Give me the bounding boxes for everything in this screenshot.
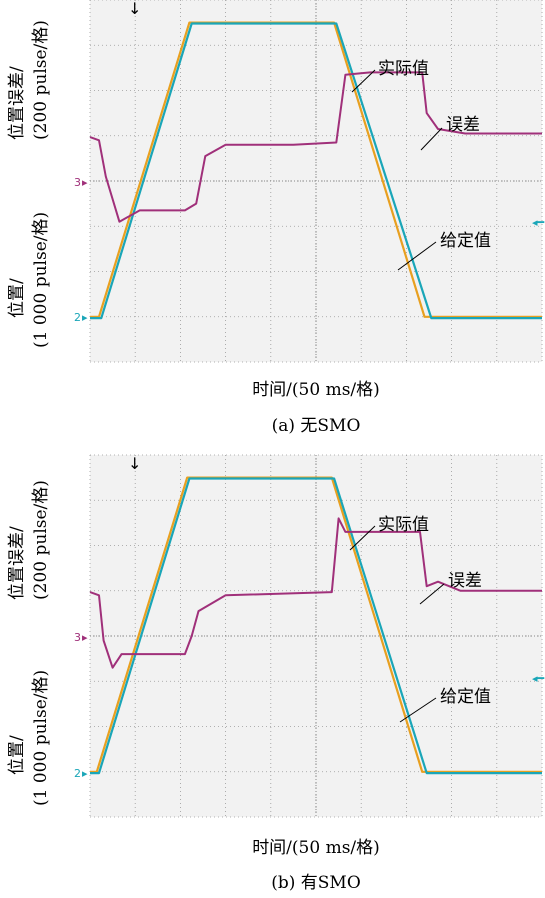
ylabel-lower-a-line1: 位置/ — [7, 278, 27, 318]
trigger-arrow-right-b: ◂━ — [532, 672, 545, 685]
series-group-a — [89, 21, 542, 320]
leader-actual-a — [351, 69, 376, 93]
annotation-error-b: 误差 — [448, 571, 482, 591]
caption-a: (a) 无SMO — [272, 416, 361, 436]
annotation-error-a: 误差 — [446, 115, 480, 135]
leader-actual-b — [349, 525, 376, 551]
annotation-given-a: 给定值 — [440, 231, 491, 251]
channel-marker-2-b-arrow: ▸ — [82, 767, 88, 780]
grid-b — [89, 454, 543, 818]
series-error-b — [89, 517, 542, 669]
xlabel-a: 时间/(50 ms/格) — [252, 380, 380, 400]
channel-marker-3-b-arrow: ▸ — [82, 631, 88, 644]
xlabel-b: 时间/(50 ms/格) — [252, 838, 380, 858]
ylabel-lower-a-line2: (1 000 pulse/格) — [31, 212, 51, 348]
chart-panel-a: 3 ▸ 2 ▸ ◂━ ↓ 位置误差/ (200 pulse/格) 位置/ (1 … — [7, 0, 545, 436]
leader-error-a — [420, 127, 443, 151]
annotation-actual-b: 实际值 — [378, 515, 429, 535]
chart-panel-b: 3 ▸ 2 ▸ ◂━ ↓ 位置误差/ (200 pulse/格) 位置/ (1 … — [7, 454, 545, 893]
ylabel-lower-b-line1: 位置/ — [7, 735, 27, 775]
caption-b: (b) 有SMO — [271, 873, 361, 893]
annotation-given-b: 给定值 — [440, 687, 491, 707]
annotation-actual-a: 实际值 — [378, 59, 429, 79]
ylabel-upper-b-line2: (200 pulse/格) — [31, 480, 51, 600]
channel-marker-2-b: 2 — [74, 767, 81, 780]
series-error-a — [89, 71, 542, 223]
channel-marker-2-a-arrow: ▸ — [82, 311, 88, 324]
channel-marker-2-a: 2 — [74, 311, 81, 324]
ylabel-lower-b-line2: (1 000 pulse/格) — [31, 670, 51, 806]
trigger-arrow-right-a: ◂━ — [532, 216, 545, 229]
channel-marker-3-a: 3 — [74, 176, 81, 189]
series-actual-b — [90, 477, 542, 775]
ylabel-upper-a-line1: 位置误差/ — [7, 66, 27, 140]
leader-given-a — [397, 241, 437, 271]
trigger-arrow-top-b: ↓ — [128, 454, 141, 473]
ylabel-upper-b-line1: 位置误差/ — [7, 526, 27, 600]
leader-given-b — [399, 697, 437, 723]
ylabel-upper-a-line2: (200 pulse/格) — [31, 20, 51, 140]
series-actual-a — [90, 22, 542, 320]
series-group-b — [89, 476, 542, 775]
channel-marker-3-b: 3 — [74, 631, 81, 644]
leader-error-b — [419, 583, 445, 605]
channel-marker-3-a-arrow: ▸ — [82, 176, 88, 189]
trigger-arrow-top-a: ↓ — [128, 0, 141, 18]
